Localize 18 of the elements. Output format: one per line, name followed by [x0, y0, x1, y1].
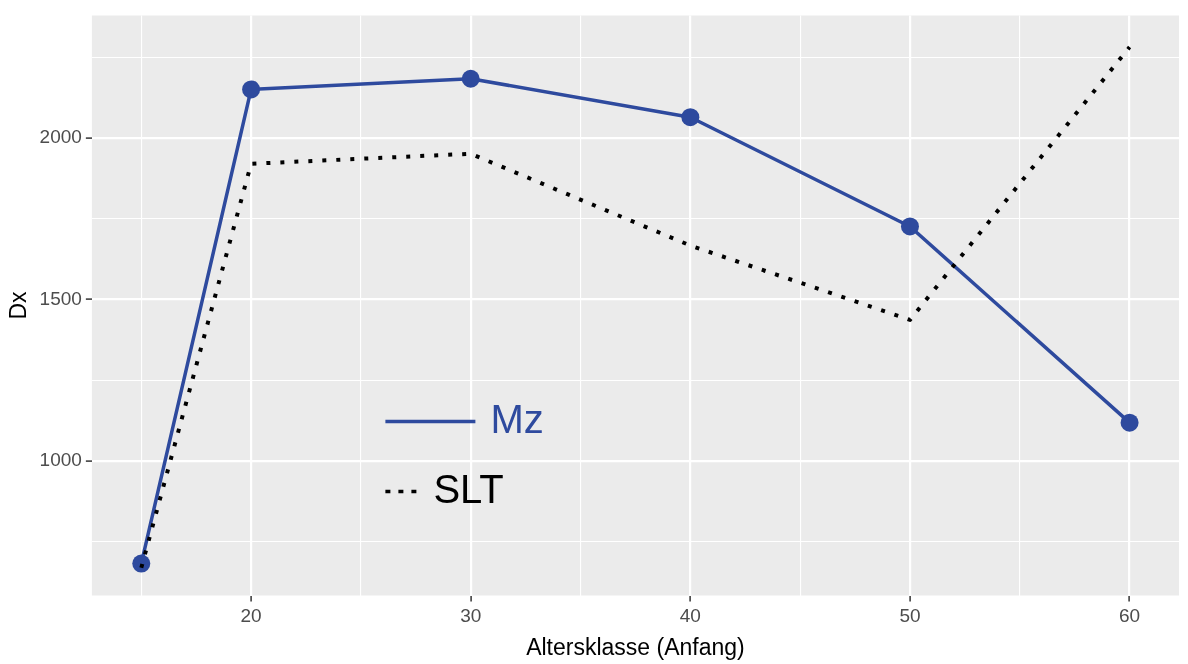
legend-label: SLT — [433, 466, 504, 511]
point — [461, 69, 480, 88]
point — [1120, 413, 1139, 432]
x-tick-label: 30 — [460, 605, 482, 627]
x-tick-label: 60 — [1119, 605, 1141, 627]
x-axis-title: Altersklasse (Anfang) — [526, 633, 745, 660]
x-tick-label: 40 — [679, 605, 701, 627]
y-tick-label: 2000 — [39, 126, 82, 148]
point — [132, 554, 151, 573]
point — [681, 108, 700, 127]
point — [242, 80, 261, 99]
x-tick-label: 50 — [899, 605, 921, 627]
y-axis-title: Dx — [5, 290, 32, 320]
y-tick-label: 1000 — [39, 449, 82, 471]
legend-label: Mz — [490, 396, 544, 441]
y-tick-label: 1500 — [39, 287, 82, 309]
x-tick-label: 20 — [240, 605, 262, 627]
point — [900, 217, 919, 236]
